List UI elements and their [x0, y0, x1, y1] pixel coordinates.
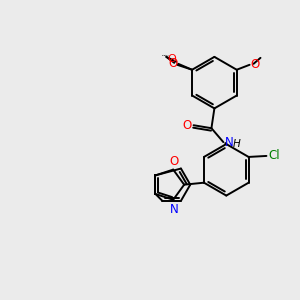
Text: O: O	[167, 54, 176, 64]
Text: O: O	[169, 154, 179, 168]
Text: Cl: Cl	[268, 149, 280, 162]
Text: O: O	[182, 119, 192, 132]
Text: N: N	[170, 203, 178, 216]
Text: O: O	[250, 58, 260, 71]
Text: H: H	[232, 139, 240, 149]
Text: N: N	[225, 136, 234, 148]
Text: O: O	[168, 57, 177, 70]
Text: methoxy: methoxy	[162, 55, 169, 56]
Text: methoxy: methoxy	[164, 55, 171, 56]
